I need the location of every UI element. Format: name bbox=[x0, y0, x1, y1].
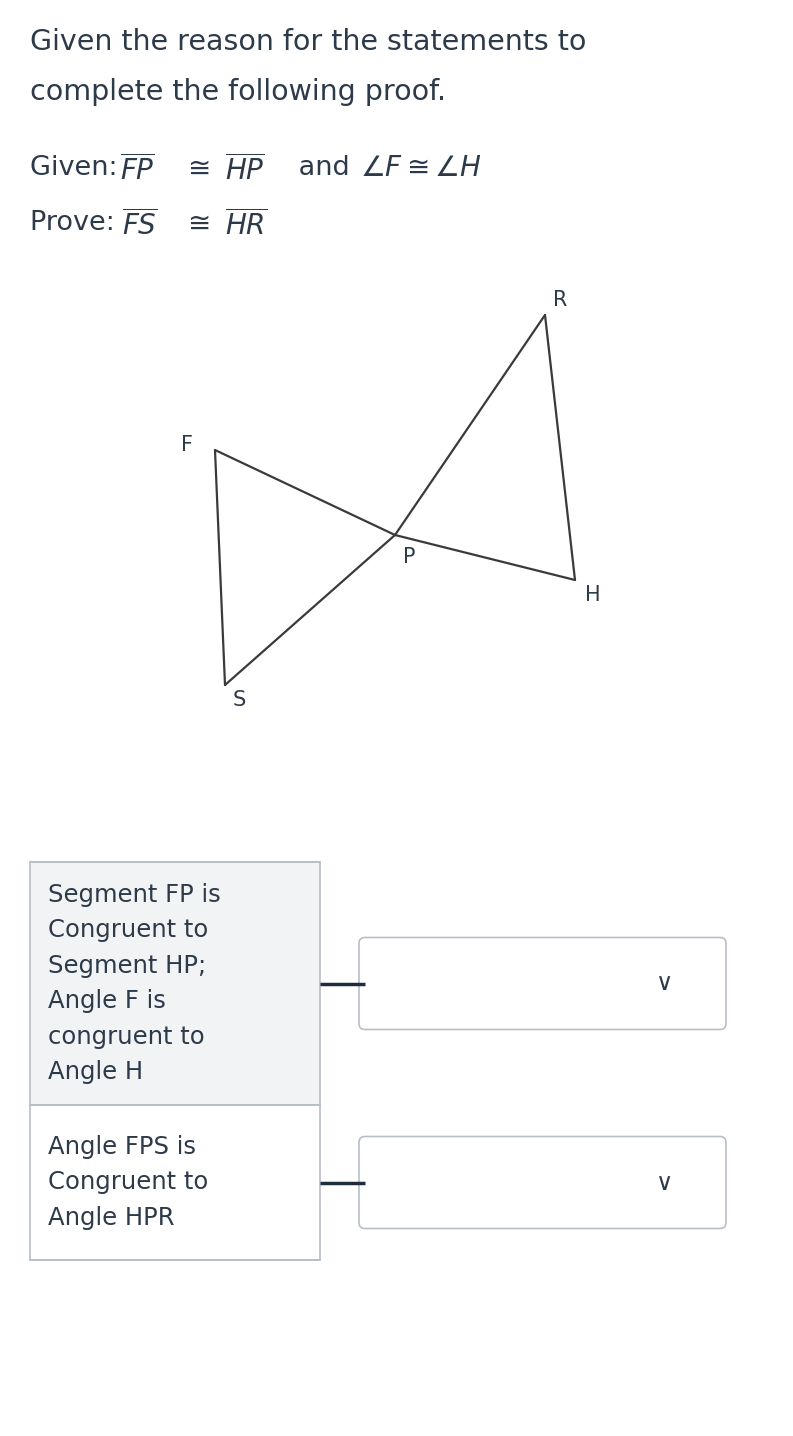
Text: $\overline{HP}$: $\overline{HP}$ bbox=[225, 155, 265, 187]
Text: F: F bbox=[181, 435, 193, 455]
Text: Prove:: Prove: bbox=[30, 210, 124, 236]
Text: $\overline{HR}$: $\overline{HR}$ bbox=[225, 210, 267, 241]
Text: Angle FPS is
Congruent to
Angle HPR: Angle FPS is Congruent to Angle HPR bbox=[48, 1134, 209, 1229]
Text: H: H bbox=[585, 584, 600, 605]
Text: Given the reason for the statements to: Given the reason for the statements to bbox=[30, 27, 586, 56]
Text: $\cong$: $\cong$ bbox=[182, 155, 210, 182]
Bar bbox=[30, 862, 320, 1104]
FancyBboxPatch shape bbox=[359, 938, 726, 1030]
Text: complete the following proof.: complete the following proof. bbox=[30, 78, 446, 106]
Text: ∨: ∨ bbox=[657, 1170, 673, 1195]
Text: ∨: ∨ bbox=[657, 972, 673, 995]
Text: S: S bbox=[233, 691, 247, 709]
Text: and: and bbox=[290, 155, 358, 181]
Text: $\overline{FS}$: $\overline{FS}$ bbox=[122, 210, 158, 241]
FancyBboxPatch shape bbox=[359, 1136, 726, 1229]
Text: Given:: Given: bbox=[30, 155, 126, 181]
Text: $\overline{FP}$: $\overline{FP}$ bbox=[120, 155, 155, 187]
Text: Segment FP is
Congruent to
Segment HP;
Angle F is
congruent to
Angle H: Segment FP is Congruent to Segment HP; A… bbox=[48, 883, 220, 1084]
Bar bbox=[30, 1104, 320, 1259]
Text: R: R bbox=[553, 290, 567, 310]
Text: $\cong$: $\cong$ bbox=[182, 210, 210, 237]
Text: P: P bbox=[403, 547, 416, 567]
Text: $\angle F \cong \angle H$: $\angle F \cong \angle H$ bbox=[360, 155, 482, 182]
